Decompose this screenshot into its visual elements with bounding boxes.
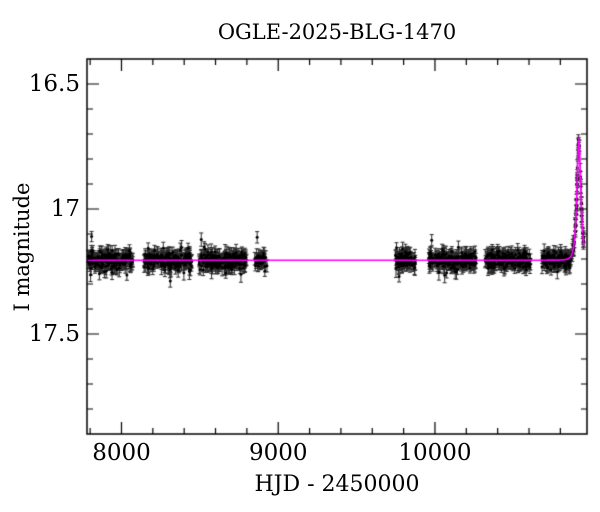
y-tick-label: 17.5 bbox=[28, 321, 80, 347]
x-tick-label: 8000 bbox=[92, 440, 151, 466]
y-tick-label: 16.5 bbox=[28, 71, 80, 97]
x-tick-label: 10000 bbox=[398, 440, 472, 466]
y-axis-title: I magnitude bbox=[10, 182, 34, 312]
x-tick-label: 9000 bbox=[248, 440, 308, 466]
y-tick-label: 17 bbox=[50, 196, 80, 222]
chart-title: OGLE-2025-BLG-1470 bbox=[217, 20, 457, 44]
x-axis-title: HJD - 2450000 bbox=[254, 472, 420, 497]
